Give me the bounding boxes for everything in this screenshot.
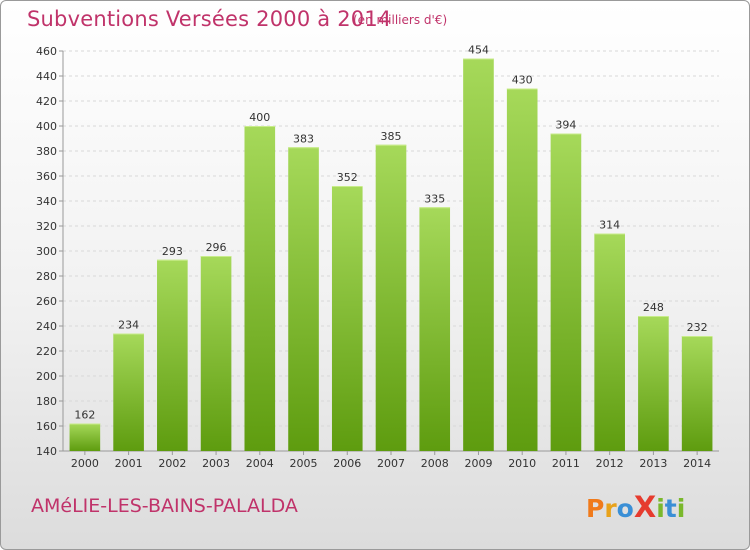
y-tick-label: 440 — [36, 70, 57, 83]
data-label: 454 — [468, 44, 489, 57]
data-label: 293 — [162, 245, 183, 258]
data-labels: 162 234 293 296 400 383 352 385 335 454 430 394 314 2… — [74, 44, 707, 422]
bar — [638, 316, 669, 451]
y-tick-label: 400 — [36, 120, 57, 133]
y-tick-label: 160 — [36, 420, 57, 433]
bar — [200, 256, 232, 451]
bar — [463, 58, 494, 451]
x-tick-label: 2014 — [683, 457, 711, 470]
bar — [419, 207, 451, 451]
bars — [69, 58, 713, 451]
x-tick-label: 2009 — [464, 457, 492, 470]
y-tick-label: 220 — [36, 345, 57, 358]
x-tick-label: 2012 — [596, 457, 624, 470]
x-tick-label: 2013 — [639, 457, 667, 470]
proxiti-logo: ProXiti — [586, 490, 685, 524]
x-tick-label: 2006 — [333, 457, 361, 470]
y-tick-label: 140 — [36, 445, 57, 458]
y-tick-label: 340 — [36, 195, 57, 208]
x-tick-label: 2004 — [246, 457, 274, 470]
y-tick-label: 360 — [36, 170, 57, 183]
x-tick-label: 2011 — [552, 457, 580, 470]
y-tick-label: 320 — [36, 220, 57, 233]
y-tick-label: 280 — [36, 270, 57, 283]
bar — [244, 126, 276, 451]
x-tick-label: 2001 — [115, 457, 143, 470]
tick-labels: 140 160 180 200 220 240 260 280 300 320 340 360 380 4… — [36, 45, 711, 470]
data-label: 385 — [381, 130, 402, 143]
y-tick-label: 180 — [36, 395, 57, 408]
data-label: 296 — [206, 241, 227, 254]
svg-text:ProXiti: ProXiti — [586, 490, 685, 524]
data-label: 314 — [599, 219, 620, 232]
data-label: 248 — [643, 301, 664, 314]
bar — [550, 133, 582, 451]
bar — [594, 233, 625, 451]
bar — [288, 147, 319, 451]
bar — [331, 186, 363, 451]
y-tick-label: 300 — [36, 245, 57, 258]
data-label: 232 — [687, 321, 708, 334]
x-tick-label: 2008 — [421, 457, 449, 470]
data-label: 394 — [555, 119, 576, 132]
x-tick-label: 2010 — [508, 457, 536, 470]
bar — [157, 259, 188, 451]
data-label: 352 — [337, 171, 358, 184]
y-tick-label: 260 — [36, 295, 57, 308]
bar — [681, 336, 713, 451]
y-tick-label: 240 — [36, 320, 57, 333]
data-label: 335 — [424, 192, 445, 205]
chart-unit-subtitle: (en milliers d'€) — [353, 13, 448, 27]
data-label: 430 — [512, 74, 533, 87]
x-tick-label: 2000 — [71, 457, 99, 470]
bar — [69, 423, 101, 451]
y-tick-label: 200 — [36, 370, 57, 383]
y-tick-label: 420 — [36, 95, 57, 108]
data-label: 234 — [118, 319, 139, 332]
x-tick-label: 2002 — [158, 457, 186, 470]
chart-title: Subventions Versées 2000 à 2014 — [27, 7, 392, 31]
bar — [375, 144, 407, 451]
x-tick-label: 2003 — [202, 457, 230, 470]
y-tick-label: 460 — [36, 45, 57, 58]
data-label: 383 — [293, 132, 314, 145]
commune-name: AMéLIE-LES-BAINS-PALALDA — [31, 495, 298, 517]
data-label: 400 — [249, 111, 270, 124]
y-tick-label: 380 — [36, 145, 57, 158]
data-label: 162 — [74, 409, 95, 422]
bar — [506, 88, 538, 451]
x-tick-label: 2007 — [377, 457, 405, 470]
bar — [113, 333, 144, 451]
x-tick-label: 2005 — [290, 457, 318, 470]
